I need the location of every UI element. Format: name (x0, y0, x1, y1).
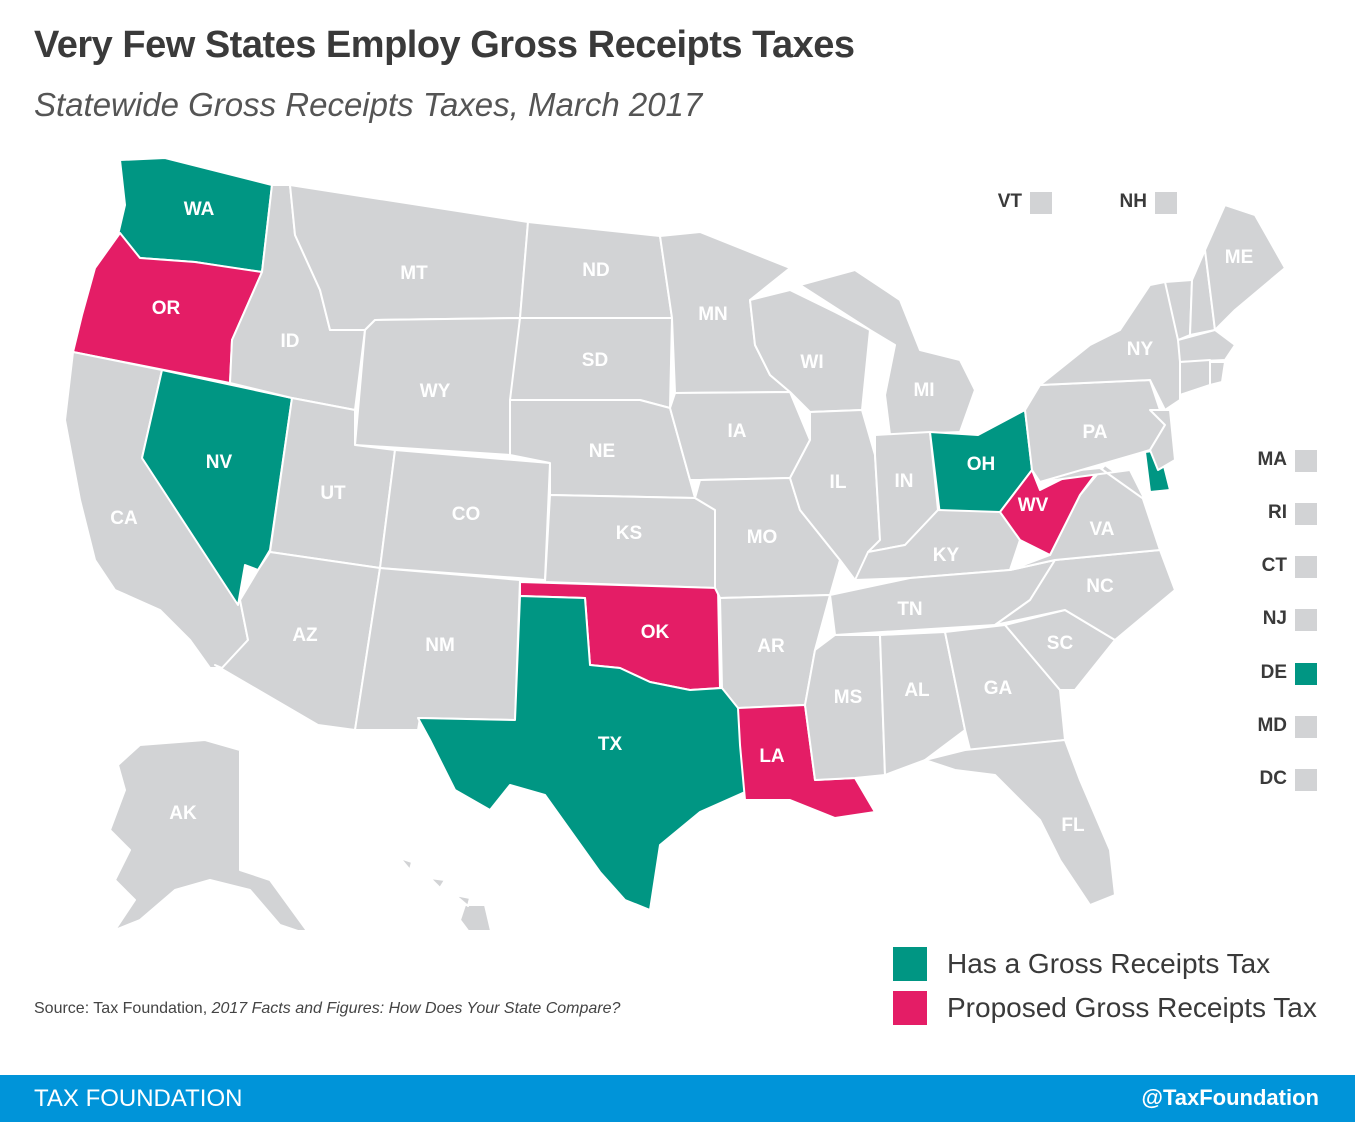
state-label-nv: NV (206, 452, 233, 473)
source-prefix: Source: Tax Foundation, (34, 1000, 212, 1017)
state-RI[interactable] (1209, 361, 1226, 386)
state-label-ny: NY (1127, 339, 1154, 360)
source-note: Source: Tax Foundation, 2017 Facts and F… (34, 1000, 620, 1018)
legend-proposed-label: Proposed Gross Receipts Tax (947, 992, 1317, 1023)
state-AK[interactable] (109, 739, 310, 930)
page-title: Very Few States Employ Gross Receipts Ta… (34, 24, 855, 66)
state-label-wv: WV (1018, 495, 1049, 516)
small-state-label-ma: MA (1257, 449, 1287, 470)
state-label-nm: NM (425, 635, 455, 656)
source-title: 2017 Facts and Figures: How Does Your St… (211, 1000, 621, 1017)
state-label-nd: ND (582, 260, 609, 281)
state-IL[interactable] (789, 409, 881, 581)
page-subtitle: Statewide Gross Receipts Taxes, March 20… (34, 86, 703, 123)
small-state-box-nh[interactable] (1155, 192, 1177, 214)
small-state-label-ri: RI (1268, 502, 1287, 523)
legend-proposed-swatch (893, 991, 927, 1025)
state-NC[interactable] (994, 549, 1176, 641)
state-label-il: IL (830, 472, 847, 493)
state-label-mt: MT (400, 263, 428, 284)
state-label-hi: HI (404, 889, 423, 910)
state-label-al: AL (904, 680, 930, 701)
state-CT[interactable] (1179, 359, 1211, 396)
state-label-ut: UT (320, 483, 346, 504)
state-NJ[interactable] (1149, 409, 1176, 471)
small-state-label-ct: CT (1261, 555, 1287, 576)
state-label-va: VA (1090, 519, 1115, 540)
state-label-ks: KS (616, 523, 642, 544)
small-state-label-de: DE (1260, 662, 1287, 683)
state-TX[interactable] (417, 595, 746, 911)
small-state-box-nj[interactable] (1295, 609, 1317, 631)
state-AL[interactable] (879, 631, 966, 776)
small-state-label-nh: NH (1119, 191, 1147, 212)
state-WY[interactable] (354, 317, 521, 456)
state-label-mi: MI (913, 380, 934, 401)
small-state-box-dc[interactable] (1295, 769, 1317, 791)
state-label-la: LA (759, 746, 785, 767)
small-state-label-vt: VT (997, 191, 1022, 212)
us-map: WA OR CA NV ID MT WY UT CO AZ NM ND SD NE KS OK TX MN IA MO… (64, 157, 1286, 930)
state-label-sc: SC (1047, 633, 1074, 654)
small-state-box-ct[interactable] (1295, 556, 1317, 578)
state-label-ca: CA (110, 508, 138, 529)
state-MA[interactable] (1177, 329, 1236, 363)
state-label-or: OR (152, 298, 181, 319)
state-label-ga: GA (984, 678, 1013, 699)
small-state-box-vt[interactable] (1030, 192, 1052, 214)
state-label-oh: OH (967, 454, 996, 475)
state-HI[interactable] (399, 857, 492, 930)
state-label-tn: TN (897, 599, 922, 620)
state-label-ar: AR (757, 636, 785, 657)
small-state-label-md: MD (1257, 715, 1287, 736)
state-label-ia: IA (728, 421, 747, 442)
small-state-box-de[interactable] (1295, 663, 1317, 685)
small-state-box-ri[interactable] (1295, 503, 1317, 525)
state-label-ak: AK (169, 803, 197, 824)
footer-bar: TAX FOUNDATION @TaxFoundation (0, 1075, 1355, 1122)
state-label-az: AZ (292, 625, 318, 646)
state-label-ms: MS (834, 687, 863, 708)
legend-has-swatch (893, 947, 927, 981)
state-label-nc: NC (1086, 576, 1114, 597)
state-label-ky: KY (933, 545, 960, 566)
footer-handle[interactable]: @TaxFoundation (1141, 1085, 1319, 1110)
state-label-sd: SD (582, 350, 608, 371)
state-label-ne: NE (589, 441, 615, 462)
state-label-wa: WA (184, 199, 215, 220)
state-label-tx: TX (598, 734, 623, 755)
state-FL[interactable] (924, 739, 1116, 906)
state-MT[interactable] (289, 184, 529, 331)
legend-proposed: Proposed Gross Receipts Tax (893, 991, 1317, 1025)
state-label-mo: MO (747, 527, 778, 548)
state-label-id: ID (281, 331, 300, 352)
state-label-me: ME (1225, 247, 1254, 268)
state-label-ok: OK (641, 622, 670, 643)
legend-has: Has a Gross Receipts Tax (893, 947, 1270, 981)
state-label-in: IN (895, 471, 914, 492)
small-state-box-md[interactable] (1295, 716, 1317, 738)
state-MI[interactable] (799, 269, 976, 436)
state-label-wy: WY (420, 381, 451, 402)
state-label-co: CO (452, 504, 481, 525)
footer-brand: TAX FOUNDATION (34, 1085, 243, 1112)
state-label-pa: PA (1083, 422, 1108, 443)
state-label-fl: FL (1061, 815, 1085, 836)
small-state-label-dc: DC (1259, 768, 1287, 789)
state-label-mn: MN (698, 304, 728, 325)
legend-has-label: Has a Gross Receipts Tax (947, 948, 1271, 979)
small-state-label-nj: NJ (1262, 608, 1287, 629)
small-state-box-ma[interactable] (1295, 450, 1317, 472)
state-label-wi: WI (800, 352, 823, 373)
